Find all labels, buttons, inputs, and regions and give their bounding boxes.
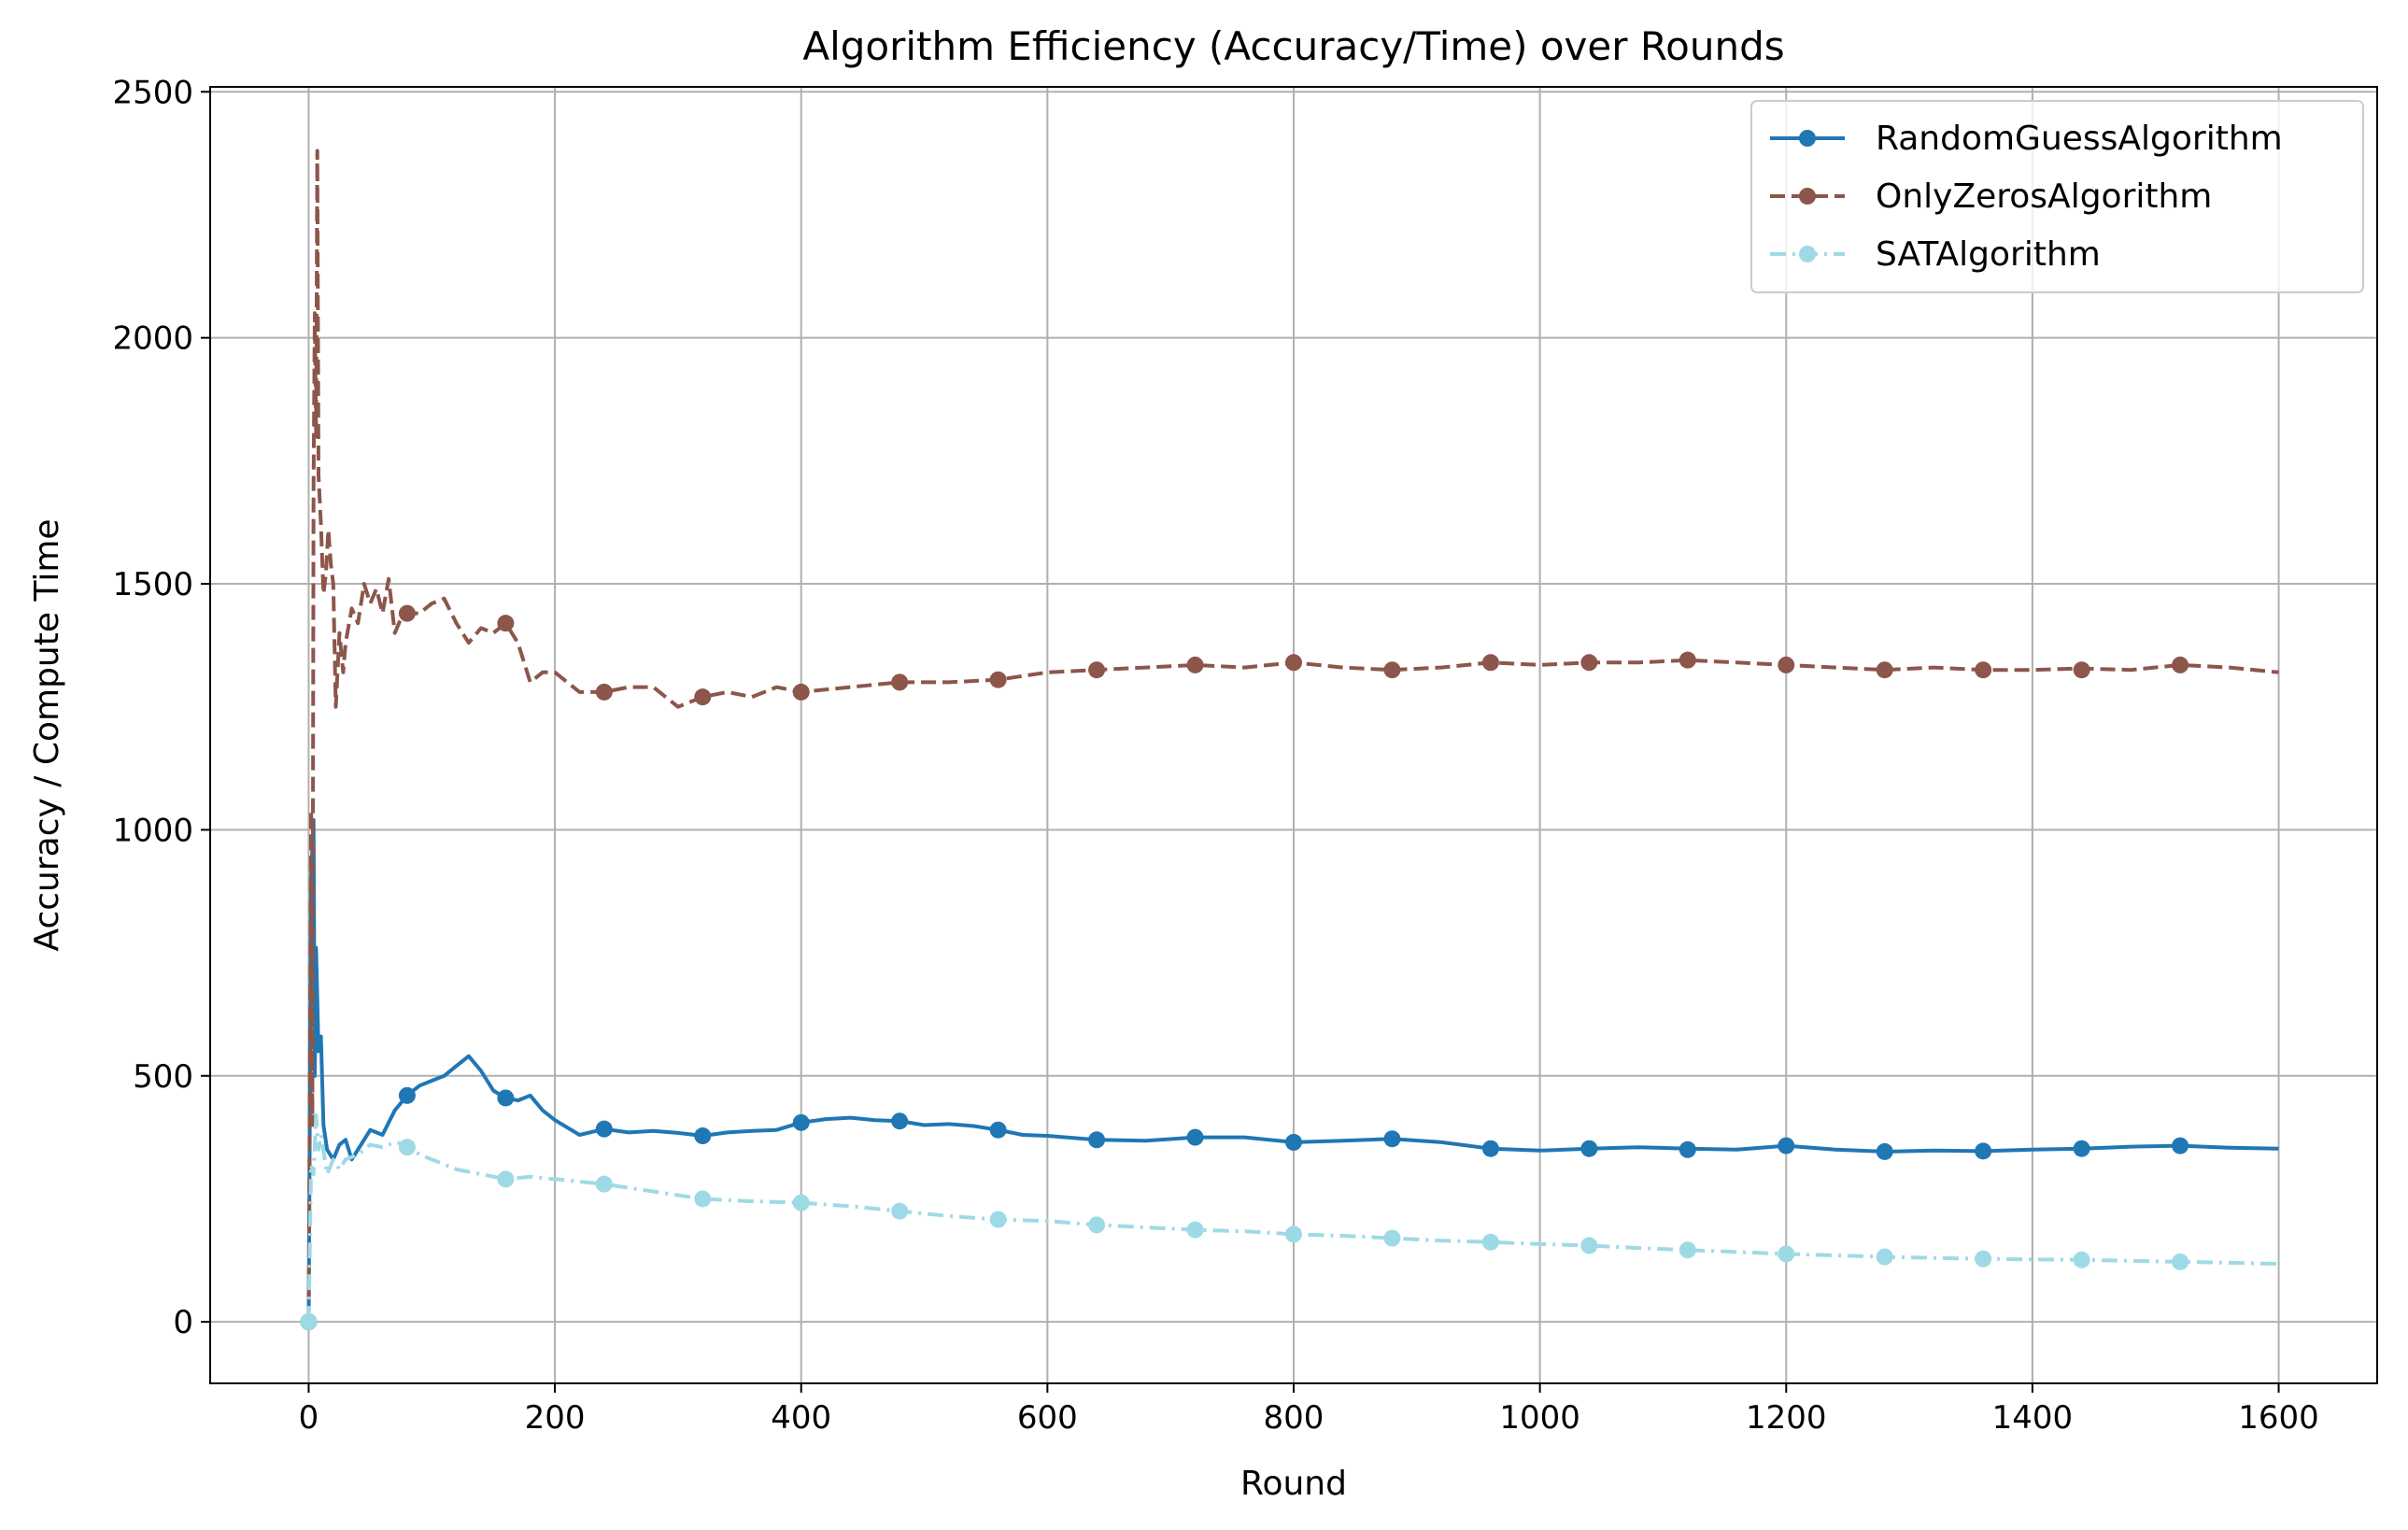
data-point xyxy=(497,1170,515,1188)
data-point xyxy=(1285,1225,1302,1243)
data-point xyxy=(1679,651,1696,669)
series-1 xyxy=(300,149,2279,1331)
y-tick-label: 1500 xyxy=(112,566,193,603)
legend-marker xyxy=(1799,246,1816,262)
x-axis-label: Round xyxy=(1240,1465,1347,1503)
data-point xyxy=(1088,1131,1106,1149)
data-point xyxy=(694,688,712,706)
data-point xyxy=(1088,1216,1106,1234)
x-tick-label: 0 xyxy=(299,1399,319,1437)
data-point xyxy=(1580,1237,1598,1254)
data-point xyxy=(1580,654,1598,672)
data-point xyxy=(1285,1133,1302,1151)
data-point xyxy=(1186,656,1204,673)
data-point xyxy=(497,615,515,632)
y-tick-label: 0 xyxy=(173,1304,193,1341)
chart-title: Algorithm Efficiency (Accuracy/Time) ove… xyxy=(802,23,1784,69)
data-point xyxy=(1876,1248,1893,1266)
y-tick-label: 500 xyxy=(133,1058,193,1096)
data-point xyxy=(398,1139,416,1156)
data-point xyxy=(792,1113,810,1131)
data-point xyxy=(2172,1137,2189,1155)
x-tick-label: 1000 xyxy=(1499,1399,1580,1437)
x-tick-label: 1600 xyxy=(2238,1399,2319,1437)
grid-lines xyxy=(210,87,2377,1383)
data-point xyxy=(989,671,1007,688)
y-axis-label: Accuracy / Compute Time xyxy=(28,518,66,951)
data-point xyxy=(1481,1140,1499,1157)
data-point xyxy=(1679,1140,1696,1158)
data-point xyxy=(1778,1245,1795,1263)
data-point xyxy=(891,673,909,691)
data-point xyxy=(1679,1241,1696,1259)
data-point xyxy=(595,683,613,701)
data-point xyxy=(1975,1250,1992,1268)
legend-marker xyxy=(1799,130,1816,147)
axis-ticks: 0 200 400 600 800 1000 1200 1400 1600 0 500 1000 150… xyxy=(112,74,2318,1437)
data-point xyxy=(792,1194,810,1211)
data-point xyxy=(989,1121,1007,1139)
data-point xyxy=(595,1120,613,1138)
series-2 xyxy=(300,1112,2279,1331)
data-point xyxy=(1383,661,1401,679)
data-point xyxy=(1876,1142,1893,1160)
x-tick-label: 800 xyxy=(1264,1399,1324,1437)
data-point xyxy=(1975,1142,1992,1160)
data-point xyxy=(1186,1128,1204,1146)
y-tick-label: 2000 xyxy=(112,320,193,358)
legend-box xyxy=(1750,100,2364,293)
legend-marker xyxy=(1799,188,1816,205)
x-tick-label: 400 xyxy=(771,1399,831,1437)
x-tick-label: 1400 xyxy=(1992,1399,2074,1437)
data-point xyxy=(300,1313,318,1331)
legend-label: RandomGuessAlgorithm xyxy=(1876,120,2283,158)
data-point xyxy=(694,1127,712,1145)
data-point xyxy=(497,1089,515,1107)
data-point xyxy=(1876,661,1893,679)
data-point xyxy=(595,1175,613,1193)
data-point xyxy=(891,1112,909,1130)
data-point xyxy=(1580,1140,1598,1157)
series-line xyxy=(306,149,2279,1323)
data-point xyxy=(792,683,810,701)
data-point xyxy=(1088,661,1106,679)
plot-series xyxy=(300,149,2279,1331)
data-point xyxy=(1778,656,1795,673)
data-point xyxy=(2073,1140,2090,1157)
x-tick-label: 1200 xyxy=(1746,1399,1827,1437)
y-tick-label: 1000 xyxy=(112,812,193,849)
data-point xyxy=(398,1086,416,1104)
data-point xyxy=(1285,654,1302,672)
data-point xyxy=(1975,661,1992,679)
data-point xyxy=(694,1190,712,1208)
data-point xyxy=(1383,1130,1401,1148)
data-point xyxy=(1481,654,1499,672)
data-point xyxy=(1186,1221,1204,1239)
data-point xyxy=(1778,1137,1795,1155)
data-point xyxy=(2172,656,2189,673)
data-point xyxy=(891,1202,909,1220)
data-point xyxy=(398,604,416,622)
legend-label: OnlyZerosAlgorithm xyxy=(1876,177,2212,216)
x-tick-label: 600 xyxy=(1017,1399,1078,1437)
y-tick-label: 2500 xyxy=(112,74,193,111)
data-point xyxy=(989,1211,1007,1228)
legend: RandomGuessAlgorithm OnlyZerosAlgorithm SA… xyxy=(1750,100,2364,293)
x-tick-label: 200 xyxy=(525,1399,586,1437)
data-point xyxy=(1481,1233,1499,1251)
data-point xyxy=(2073,661,2090,679)
data-point xyxy=(1383,1229,1401,1247)
data-point xyxy=(2073,1251,2090,1268)
legend-label: SATAlgorithm xyxy=(1876,235,2101,274)
data-point xyxy=(2172,1253,2189,1270)
